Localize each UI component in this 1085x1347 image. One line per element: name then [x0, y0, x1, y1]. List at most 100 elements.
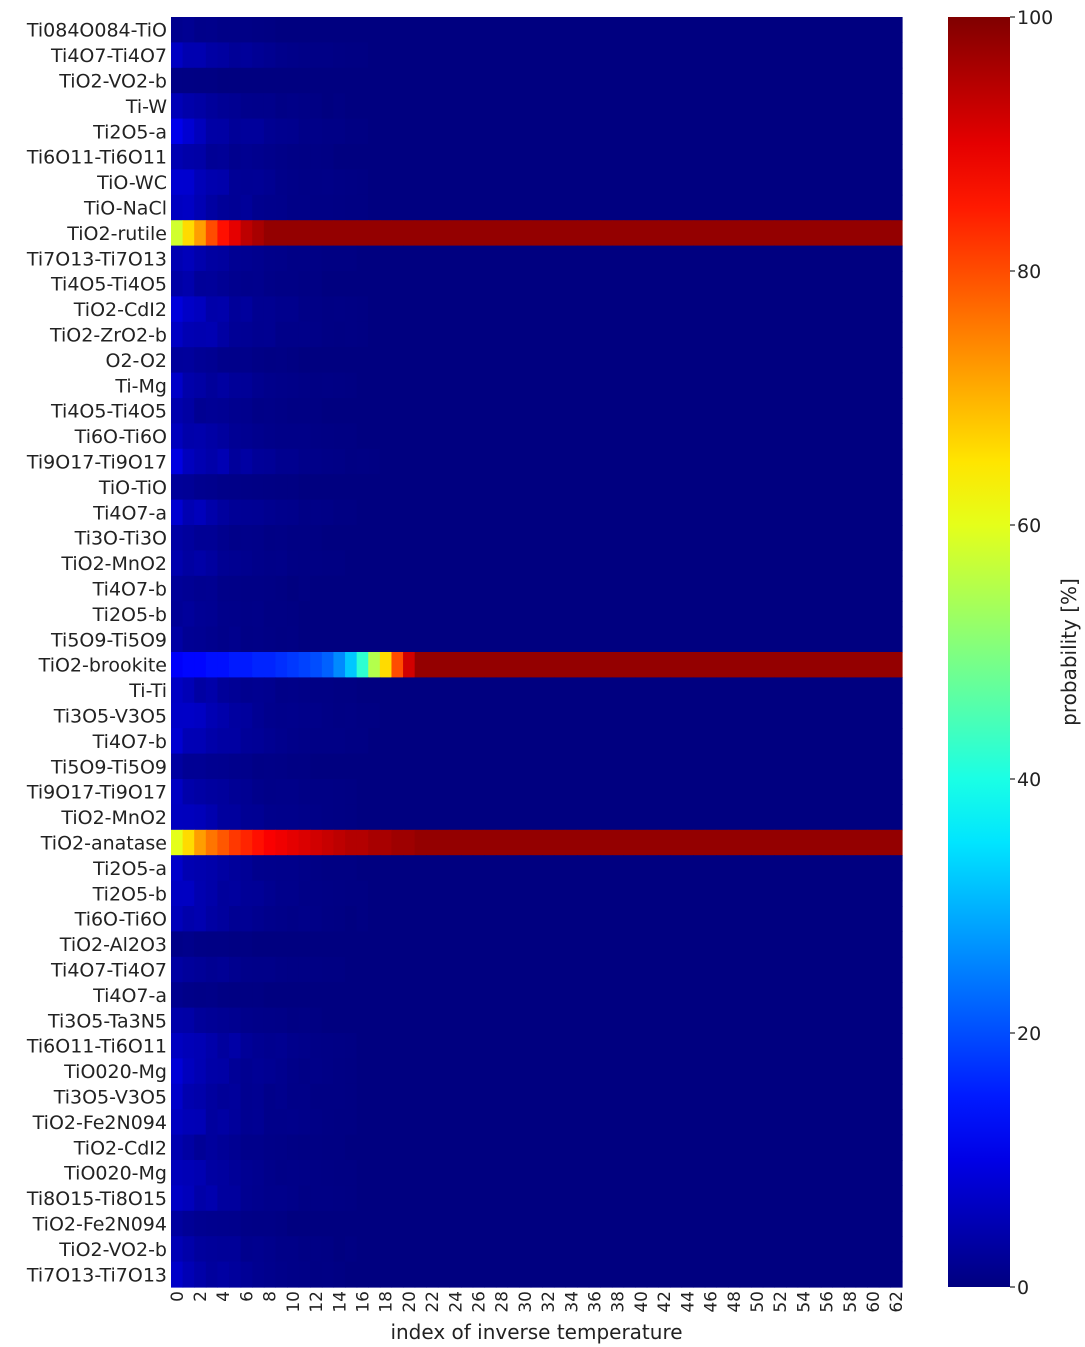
- heatmap-cell: [658, 880, 671, 907]
- heatmap-cell: [635, 525, 648, 551]
- heatmap-cell: [600, 347, 613, 374]
- heatmap-cell: [519, 575, 532, 602]
- heatmap-cell: [890, 17, 903, 43]
- heatmap-cell: [345, 499, 358, 526]
- heatmap-cell: [890, 271, 903, 297]
- heatmap-cell: [356, 271, 369, 297]
- heatmap-cell: [820, 1058, 833, 1085]
- heatmap-cell: [890, 1236, 903, 1263]
- heatmap-cell: [646, 652, 659, 678]
- heatmap-cell: [391, 67, 404, 94]
- heatmap-cell: [287, 448, 300, 475]
- heatmap-cell: [472, 144, 485, 170]
- heatmap-cell: [797, 1058, 810, 1085]
- heatmap-cell: [287, 144, 300, 170]
- heatmap-cell: [217, 448, 230, 475]
- heatmap-cell: [716, 1210, 729, 1237]
- heatmap-cell: [658, 601, 671, 628]
- heatmap-cell: [681, 271, 694, 297]
- heatmap-cell: [252, 1210, 265, 1237]
- heatmap-cell: [252, 398, 265, 424]
- heatmap-cell: [368, 271, 381, 297]
- heatmap-cell: [832, 829, 845, 856]
- heatmap-cell: [240, 1033, 253, 1059]
- heatmap-cell: [751, 1261, 764, 1288]
- heatmap-cell: [565, 1058, 578, 1085]
- heatmap-cell: [577, 550, 590, 577]
- heatmap-cell: [391, 804, 404, 831]
- heatmap-cell: [426, 906, 439, 932]
- heatmap-cell: [356, 296, 369, 323]
- heatmap-cell: [809, 93, 822, 120]
- heatmap-cell: [669, 93, 683, 120]
- heatmap-cell: [217, 296, 230, 323]
- heatmap-cell: [577, 1033, 590, 1059]
- heatmap-cell: [379, 728, 393, 755]
- heatmap-cell: [194, 982, 207, 1009]
- heatmap-cell: [461, 1210, 474, 1237]
- heatmap-cell: [681, 880, 694, 907]
- heatmap-cell: [229, 880, 242, 907]
- heatmap-cell: [553, 448, 567, 475]
- heatmap-cell: [646, 880, 659, 907]
- heatmap-cell: [310, 677, 323, 704]
- heatmap-cell: [600, 550, 613, 577]
- heatmap-cell: [356, 880, 369, 907]
- heatmap-cell: [263, 144, 277, 170]
- heatmap-cell: [681, 1134, 694, 1161]
- heatmap-cell: [356, 118, 369, 145]
- heatmap-cell: [600, 1058, 613, 1085]
- heatmap-cell: [751, 245, 764, 272]
- heatmap-cell: [356, 245, 369, 272]
- heatmap-cell: [484, 144, 497, 170]
- heatmap-cell: [298, 1160, 311, 1186]
- heatmap-cell: [785, 1261, 799, 1288]
- heatmap-cell: [832, 702, 845, 729]
- heatmap-cell: [519, 702, 532, 729]
- heatmap-cell: [646, 1134, 659, 1161]
- heatmap-cell: [182, 753, 195, 780]
- heatmap-cell: [751, 575, 764, 602]
- heatmap-cell: [194, 1058, 207, 1085]
- heatmap-cell: [310, 1160, 323, 1186]
- heatmap-cell: [635, 194, 648, 221]
- heatmap-cell: [751, 17, 764, 43]
- heatmap-cell: [310, 1236, 323, 1263]
- heatmap-cell: [414, 448, 427, 475]
- heatmap-cell: [646, 728, 659, 755]
- heatmap-cell: [635, 1109, 648, 1136]
- heatmap-cell: [553, 347, 567, 374]
- heatmap-cell: [623, 144, 636, 170]
- heatmap-cell: [298, 1083, 311, 1110]
- heatmap-cell: [681, 855, 694, 882]
- heatmap-cell: [588, 855, 601, 882]
- heatmap-cell: [809, 855, 822, 882]
- heatmap-cell: [379, 1109, 393, 1136]
- heatmap-cell: [681, 118, 694, 145]
- heatmap-cell: [379, 550, 393, 577]
- heatmap-cell: [472, 956, 485, 983]
- heatmap-cell: [843, 677, 857, 704]
- heatmap-cell: [727, 245, 741, 272]
- heatmap-cell: [495, 626, 509, 653]
- heatmap-cell: [321, 728, 335, 755]
- heatmap-cell: [287, 804, 300, 831]
- heatmap-cell: [519, 906, 532, 932]
- heatmap-cell: [774, 1083, 787, 1110]
- heatmap-cell: [658, 169, 671, 196]
- heatmap-cell: [774, 855, 787, 882]
- heatmap-cell: [809, 347, 822, 374]
- heatmap-cell: [542, 550, 555, 577]
- heatmap-cell: [832, 118, 845, 145]
- heatmap-cell: [310, 1261, 323, 1288]
- heatmap-cell: [449, 67, 462, 94]
- heatmap-cell: [646, 194, 659, 221]
- heatmap-cell: [287, 347, 300, 374]
- heatmap-cell: [890, 448, 903, 475]
- heatmap-cell: [426, 829, 439, 856]
- heatmap-cell: [495, 1210, 509, 1237]
- heatmap-cell: [878, 880, 891, 907]
- heatmap-cell: [716, 1160, 729, 1186]
- heatmap-cell: [484, 1007, 497, 1034]
- heatmap-cell: [275, 398, 288, 424]
